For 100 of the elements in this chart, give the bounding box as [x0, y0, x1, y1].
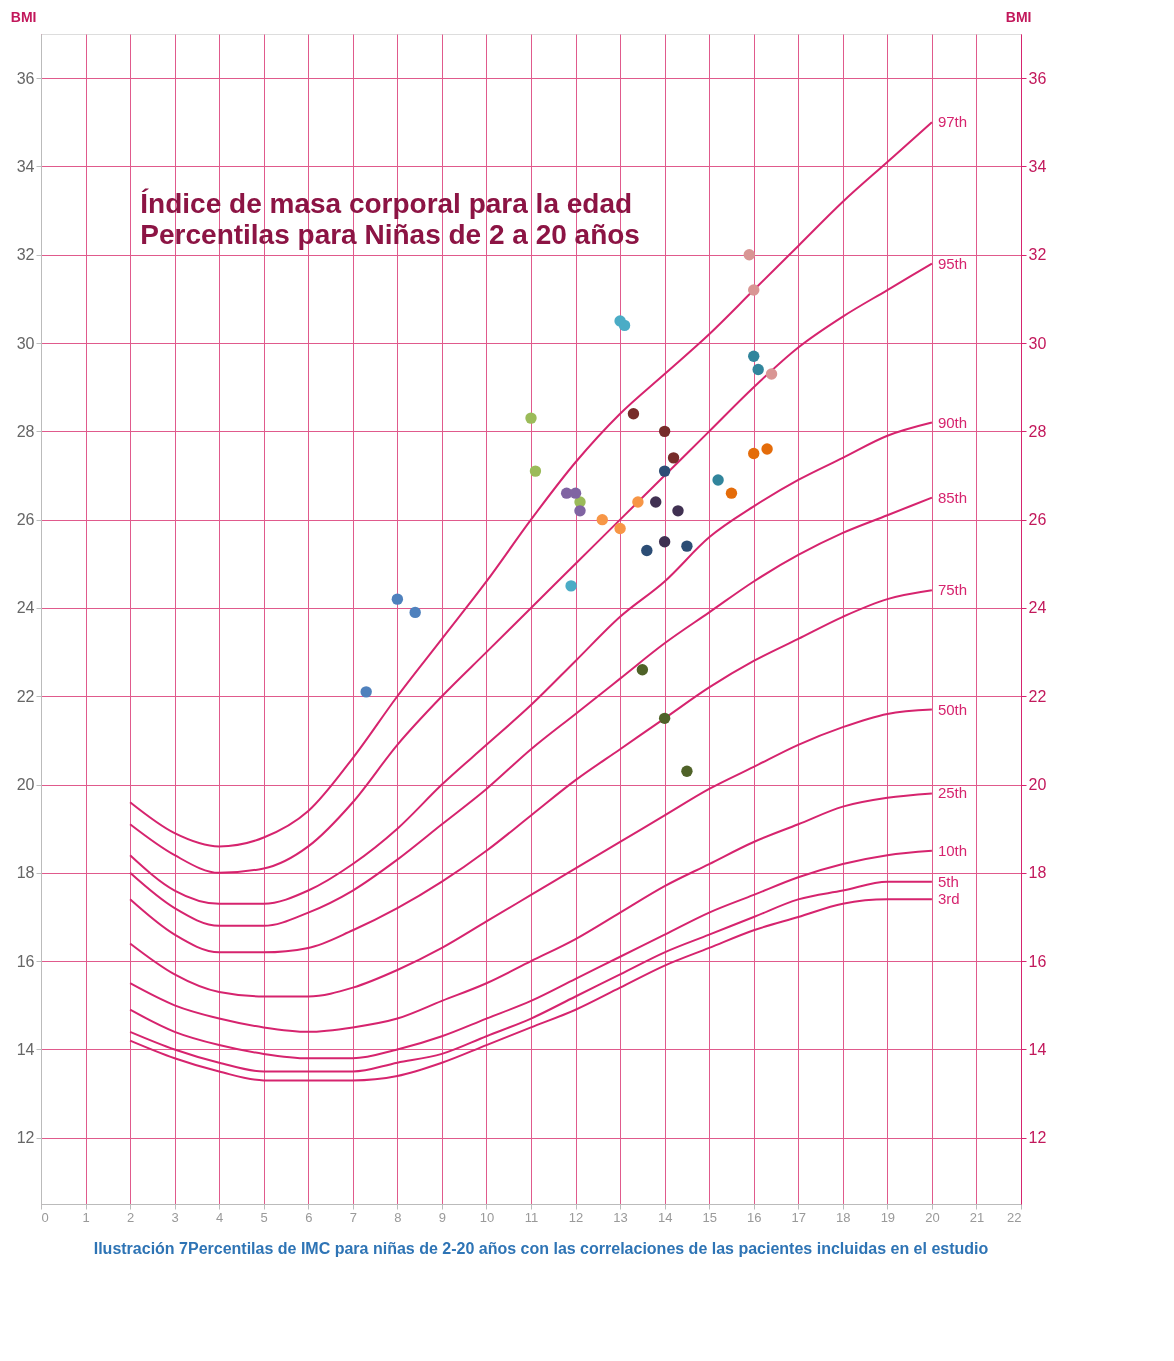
series-label: 90th: [937, 413, 968, 431]
y2-tick-label: 26: [1028, 511, 1047, 529]
line-series: [129, 792, 933, 1033]
x-tick-label: 20: [925, 1209, 940, 1225]
x-tick-label: 11: [524, 1209, 539, 1225]
x-tick-label: 5: [260, 1209, 268, 1225]
x-tick-label: 3: [171, 1209, 179, 1225]
line-series: [129, 496, 933, 927]
series-label: 75th: [937, 581, 968, 599]
x-tick-label: 4: [216, 1209, 224, 1225]
series-label: 97th: [937, 113, 968, 131]
y2-tick-label: 22: [1028, 687, 1047, 705]
y-tick-label: 12: [16, 1129, 35, 1147]
y-tick-label: 32: [16, 246, 35, 264]
point: [681, 765, 693, 778]
y-tick-label: 28: [16, 422, 35, 440]
y-tick-label: 34: [16, 157, 35, 175]
point: [748, 350, 760, 362]
point: [641, 544, 653, 557]
x-tick-label: 18: [836, 1209, 851, 1225]
point: [627, 408, 640, 420]
line-series: [129, 421, 933, 905]
series-label: 25th: [937, 784, 968, 802]
y2-tick-label: 16: [1028, 952, 1047, 970]
point: [743, 249, 755, 261]
y-axis-title: BMI: [10, 8, 37, 25]
x-tick-label: 12: [568, 1209, 584, 1225]
y-tick-label: 14: [16, 1040, 35, 1058]
point: [409, 606, 421, 619]
x-tick-label: 22: [1007, 1209, 1022, 1225]
point: [752, 363, 764, 376]
y-tick-label: 18: [16, 864, 35, 882]
series-label: 95th: [937, 254, 968, 272]
line-series: [129, 262, 933, 874]
y2-axis-title: BMI: [1005, 8, 1032, 25]
y-tick-label: 36: [16, 69, 35, 87]
point: [636, 664, 649, 676]
series-label: 5th: [937, 872, 959, 890]
point: [712, 474, 724, 486]
x-tick-label: 14: [657, 1209, 673, 1225]
point: [574, 505, 586, 517]
point: [391, 593, 404, 605]
point: [725, 487, 738, 499]
y2-tick-label: 30: [1028, 334, 1047, 352]
y2-tick-label: 34: [1028, 157, 1047, 175]
point: [761, 443, 773, 455]
y2-tick-label: 32: [1028, 246, 1047, 264]
x-tick-label: 7: [349, 1209, 357, 1225]
x-tick-label: 13: [613, 1209, 628, 1225]
y2-tick-label: 18: [1028, 864, 1047, 882]
point: [360, 686, 372, 698]
point: [748, 447, 760, 460]
point: [525, 412, 537, 424]
x-tick-label: 6: [305, 1209, 313, 1225]
series-label: 85th: [937, 488, 968, 506]
y2-tick-label: 24: [1028, 599, 1047, 617]
y-tick-label: 16: [16, 952, 35, 970]
x-tick-label: 9: [438, 1209, 447, 1225]
point: [667, 452, 680, 464]
point: [681, 540, 693, 552]
y-tick-label: 30: [16, 334, 35, 352]
point: [614, 522, 626, 535]
point: [565, 580, 577, 592]
point: [658, 465, 671, 477]
line-series: [129, 121, 933, 848]
point: [529, 465, 542, 477]
series-label: 10th: [937, 841, 968, 859]
x-tick-label: 15: [702, 1209, 717, 1225]
x-tick-label: 21: [969, 1209, 985, 1225]
point: [596, 513, 608, 526]
line-series: [129, 849, 933, 1060]
y-tick-label: 26: [16, 511, 35, 529]
line-series: [129, 708, 933, 998]
y-tick-label: 20: [16, 776, 35, 794]
x-tick-label: 19: [880, 1209, 896, 1225]
y-tick-label: 24: [16, 599, 35, 617]
text: Ilustración 7Percentilas de IMC para niñas de 2-20 años con las correlaciones de las pacientes incluidas en el estudio: [93, 1240, 989, 1257]
x-tick-label: 8: [394, 1209, 402, 1225]
x-tick-label: 1: [82, 1209, 90, 1225]
x-tick-label: 16: [746, 1209, 762, 1225]
point: [650, 496, 662, 508]
x-tick-label: 2: [126, 1209, 135, 1225]
y-tick-label: 22: [16, 687, 35, 705]
point: [658, 712, 671, 725]
series-label: 3rd: [937, 890, 960, 908]
point: [765, 368, 778, 380]
point: [618, 319, 631, 332]
point: [658, 536, 671, 548]
point: [658, 425, 671, 438]
point: [748, 284, 760, 296]
y2-tick-label: 20: [1028, 776, 1047, 794]
x-tick-label: 17: [791, 1209, 807, 1225]
point: [632, 496, 644, 508]
x-tick-label: 0: [41, 1209, 49, 1225]
y2-tick-label: 36: [1028, 69, 1047, 87]
series-label: 50th: [937, 700, 968, 718]
line-series: [129, 589, 933, 954]
y2-tick-label: 12: [1028, 1129, 1047, 1147]
y2-tick-label: 14: [1028, 1040, 1047, 1058]
x-tick-label: 10: [479, 1209, 495, 1225]
